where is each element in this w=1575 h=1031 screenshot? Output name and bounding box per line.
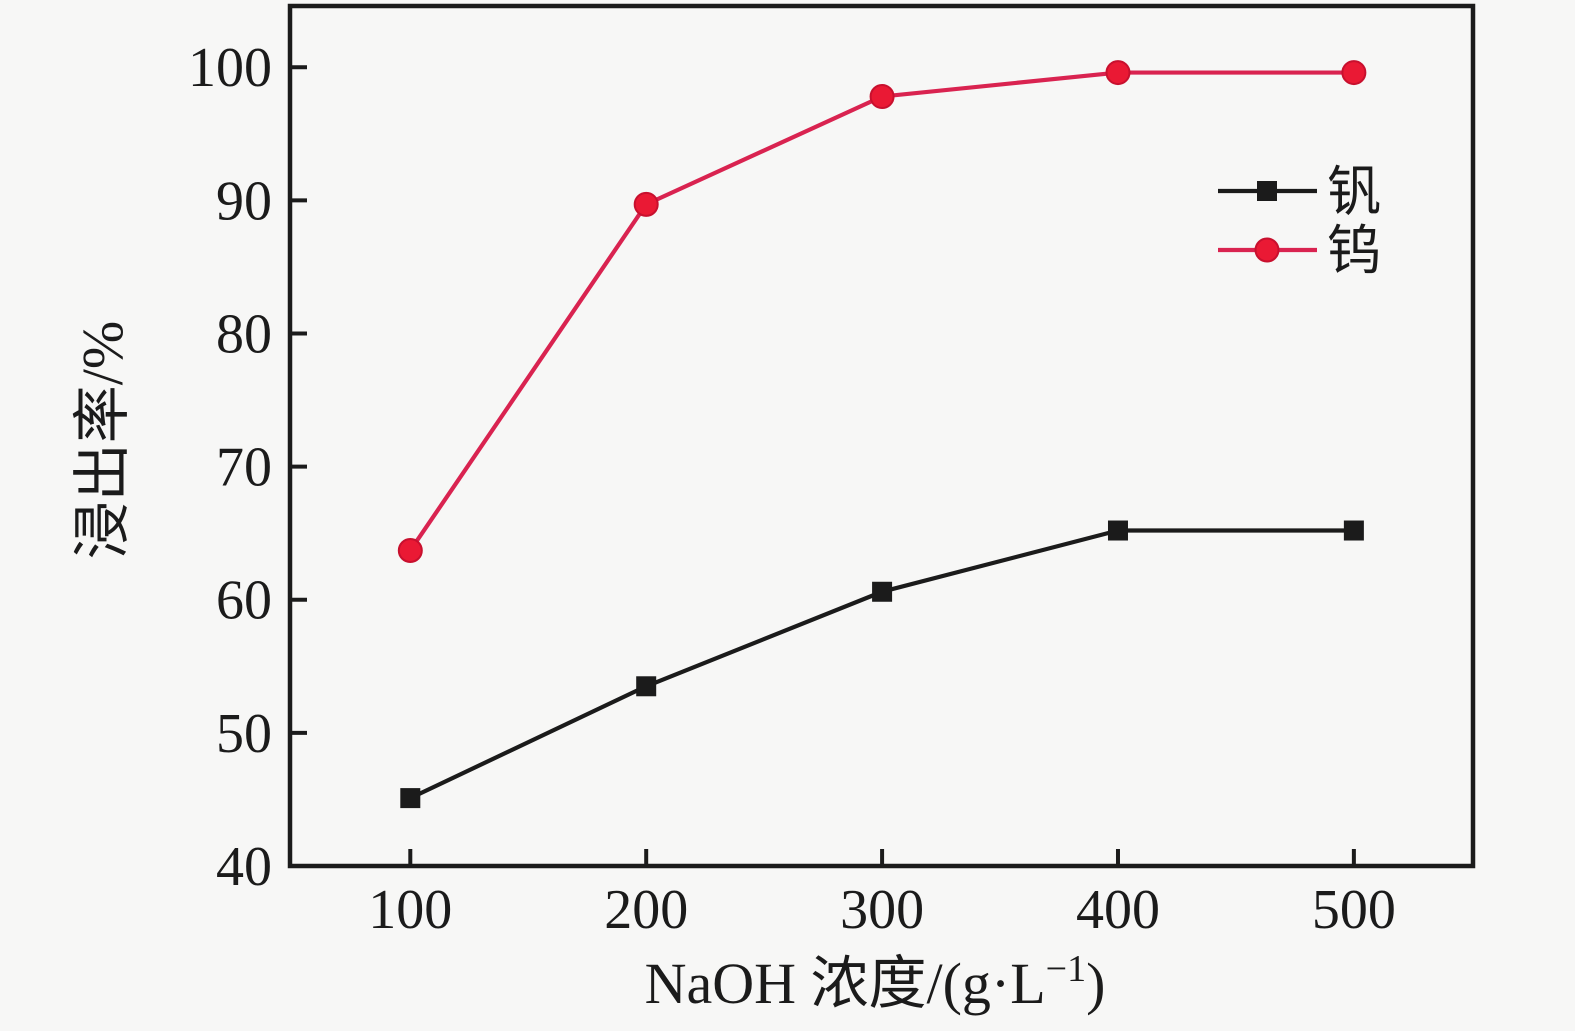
x-tick-label: 500 (1312, 879, 1396, 941)
y-tick-label: 70 (216, 437, 272, 499)
y-axis-title: 浸出率/% (70, 321, 135, 559)
data-point-marker-0 (1107, 520, 1128, 541)
y-tick-label: 90 (216, 170, 272, 232)
series-line-1 (408, 70, 1354, 552)
data-point-marker-1 (1105, 60, 1131, 86)
data-point-marker-0 (872, 581, 893, 602)
data-point-marker-0 (636, 676, 657, 697)
data-point-marker-1 (397, 537, 423, 563)
legend-label: 钨 (1327, 221, 1381, 281)
y-tick-label: 50 (216, 703, 272, 765)
x-tick-label: 400 (1076, 879, 1160, 941)
plot-frame (287, 3, 1476, 869)
data-point-marker-1 (633, 191, 659, 217)
x-axis-title: NaOH 浓度/(g·L−1) (645, 948, 1106, 1016)
y-tick-label: 60 (216, 570, 272, 632)
legend-marker (1257, 181, 1277, 201)
x-tick-label: 300 (840, 879, 924, 941)
data-point-marker-0 (400, 788, 421, 809)
y-tick-label: 100 (188, 37, 272, 99)
data-point-marker-1 (869, 84, 895, 110)
legend-marker (1254, 237, 1280, 263)
data-point-marker-1 (1341, 60, 1367, 86)
y-tick-label: 80 (216, 303, 272, 365)
x-tick-label: 200 (604, 879, 688, 941)
series-line-0 (409, 528, 1354, 801)
data-point-marker-0 (1343, 520, 1364, 541)
x-tick-label: 100 (368, 879, 452, 941)
y-tick-label: 40 (216, 836, 272, 898)
legend-label: 钒 (1327, 162, 1381, 222)
